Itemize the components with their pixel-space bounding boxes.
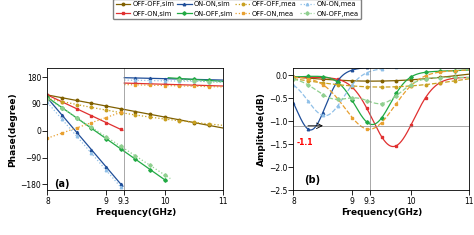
Y-axis label: Amplitude(dB): Amplitude(dB) — [257, 92, 266, 166]
Legend: OFF-OFF,sim, OFF-ON,sim, ON-ON,sim, ON-OFF,sim, OFF-OFF,mea, OFF-ON,mea, ON-ON,m: OFF-OFF,sim, OFF-ON,sim, ON-ON,sim, ON-O… — [113, 0, 361, 19]
Text: (b): (b) — [304, 175, 320, 185]
Y-axis label: Phase(degree): Phase(degree) — [9, 92, 18, 167]
X-axis label: Frequency(GHz): Frequency(GHz) — [341, 208, 422, 217]
X-axis label: Frequency(GHz): Frequency(GHz) — [95, 208, 176, 217]
Text: (a): (a) — [55, 179, 70, 189]
Text: -1.1: -1.1 — [297, 137, 313, 147]
